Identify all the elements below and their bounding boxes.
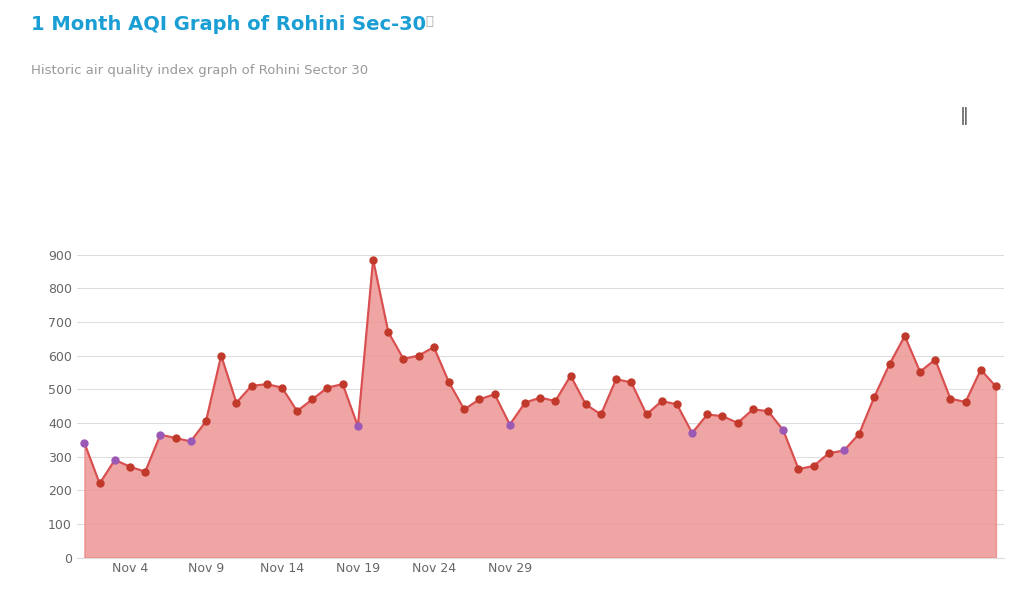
Text: ↗: ↗: [902, 105, 921, 126]
Text: Worst: Worst: [831, 27, 880, 42]
Text: ‖: ‖: [961, 107, 969, 125]
Text: AQI-IN  ∨: AQI-IN ∨: [47, 109, 111, 122]
Text: 9:10 PM: 9:10 PM: [831, 59, 876, 69]
Text: 1 Month AQI Graph of Rohini Sec-30: 1 Month AQI Graph of Rohini Sec-30: [31, 15, 426, 34]
Text: ⓘ: ⓘ: [425, 15, 433, 28]
Text: 1 Month  ∨: 1 Month ∨: [160, 109, 237, 122]
Text: Historic air quality index graph of Rohini Sector 30: Historic air quality index graph of Rohi…: [31, 64, 368, 76]
Text: 5:10 PM: 5:10 PM: [655, 59, 699, 69]
Text: 221: 221: [732, 30, 801, 64]
Text: Best: Best: [655, 27, 692, 42]
Text: 884: 884: [910, 30, 980, 64]
